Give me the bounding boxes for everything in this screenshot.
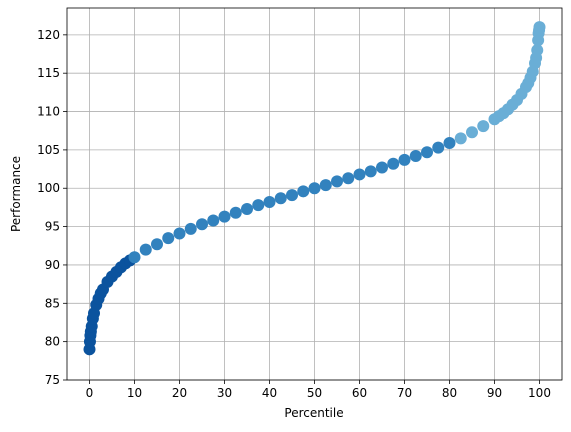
point bbox=[531, 44, 544, 57]
point bbox=[263, 196, 276, 209]
y-tick-label: 80 bbox=[45, 335, 60, 349]
point bbox=[331, 175, 343, 188]
y-tick-label: 75 bbox=[45, 373, 60, 387]
point bbox=[533, 21, 546, 34]
point bbox=[229, 206, 242, 219]
y-tick-label: 115 bbox=[37, 66, 60, 80]
point bbox=[162, 232, 175, 245]
point bbox=[342, 172, 355, 185]
x-axis-label: Percentile bbox=[284, 406, 343, 420]
y-axis-label: Performance bbox=[9, 156, 23, 232]
point bbox=[421, 146, 433, 159]
point bbox=[297, 185, 310, 198]
point bbox=[196, 218, 208, 231]
x-tick-label: 30 bbox=[217, 386, 232, 400]
y-tick-label: 110 bbox=[37, 105, 60, 119]
point bbox=[184, 222, 197, 235]
x-tick-label: 60 bbox=[352, 386, 367, 400]
point bbox=[139, 243, 152, 256]
point bbox=[353, 168, 366, 181]
point bbox=[376, 161, 388, 174]
y-tick-label: 100 bbox=[37, 181, 60, 195]
x-tick-label: 70 bbox=[397, 386, 412, 400]
y-tick-label: 85 bbox=[45, 296, 60, 310]
point bbox=[252, 199, 265, 212]
y-tick-label: 105 bbox=[37, 143, 60, 157]
point bbox=[454, 132, 467, 145]
point bbox=[398, 153, 411, 166]
plot-frame bbox=[66, 7, 563, 381]
y-tick-label: 95 bbox=[45, 220, 60, 234]
x-tick-label: 100 bbox=[528, 386, 551, 400]
point bbox=[364, 165, 377, 178]
x-tick-label: 50 bbox=[307, 386, 322, 400]
x-tick-label: 90 bbox=[487, 386, 502, 400]
point bbox=[286, 189, 298, 202]
x-tick-label: 40 bbox=[262, 386, 277, 400]
point bbox=[151, 238, 163, 251]
point bbox=[308, 182, 321, 195]
point bbox=[173, 227, 186, 240]
x-tick-label: 20 bbox=[172, 386, 187, 400]
point bbox=[477, 120, 490, 133]
point bbox=[432, 141, 445, 154]
point bbox=[443, 136, 456, 149]
x-tick-label: 10 bbox=[127, 386, 142, 400]
point bbox=[387, 157, 400, 170]
x-tick-label: 0 bbox=[86, 386, 94, 400]
point bbox=[319, 179, 332, 192]
point bbox=[218, 210, 231, 223]
x-tick-label: 80 bbox=[442, 386, 457, 400]
point bbox=[409, 150, 422, 163]
point bbox=[466, 126, 478, 139]
point bbox=[241, 202, 253, 215]
point bbox=[207, 214, 220, 227]
y-tick-label: 120 bbox=[37, 28, 60, 42]
y-tick-label: 90 bbox=[45, 258, 60, 272]
point bbox=[274, 192, 287, 205]
point bbox=[128, 251, 141, 264]
